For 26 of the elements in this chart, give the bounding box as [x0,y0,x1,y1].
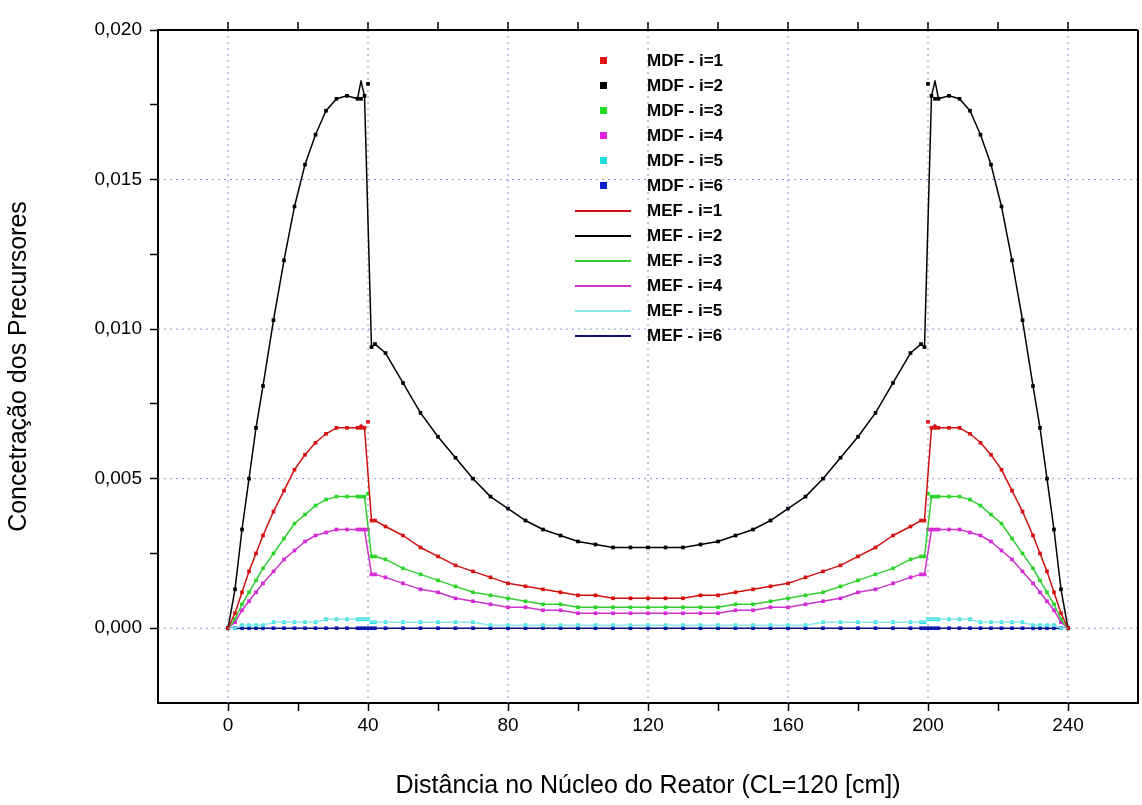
legend-label: MDF - i=4 [647,125,724,146]
y-tick-label: 0,000 [94,616,142,638]
y-tick-label: 0,020 [94,18,142,40]
y-tick-label: 0,010 [94,317,142,339]
x-axis-title: Distância no Núcleo do Reator (CL=120 [cm]) [395,769,901,798]
x-tick-label: 80 [497,713,519,735]
x-tick-label: 200 [912,713,944,735]
legend-label: MDF - i=6 [647,175,724,196]
x-tick-label: 120 [632,713,664,735]
x-tick-label: 240 [1052,713,1084,735]
legend-label: MDF - i=2 [647,75,724,96]
y-tick-label: 0,005 [94,466,142,488]
legend-label: MDF - i=5 [647,150,724,171]
x-tick-label: 160 [772,713,804,735]
legend-label: MEF - i=2 [647,225,723,246]
legend-label: MEF - i=4 [647,275,723,296]
x-tick-label: 0 [222,713,234,735]
legend-label: MEF - i=5 [647,300,723,321]
y-axis-title: Concetração dos Precursores [2,201,31,532]
legend-label: MEF - i=6 [647,325,723,346]
legend-label: MDF - i=1 [647,50,724,71]
legend-label: MDF - i=3 [647,100,724,121]
x-tick-label: 40 [357,713,379,735]
legend-label: MEF - i=1 [647,200,723,221]
y-tick-label: 0,015 [94,167,142,189]
legend-label: MEF - i=3 [647,250,723,271]
